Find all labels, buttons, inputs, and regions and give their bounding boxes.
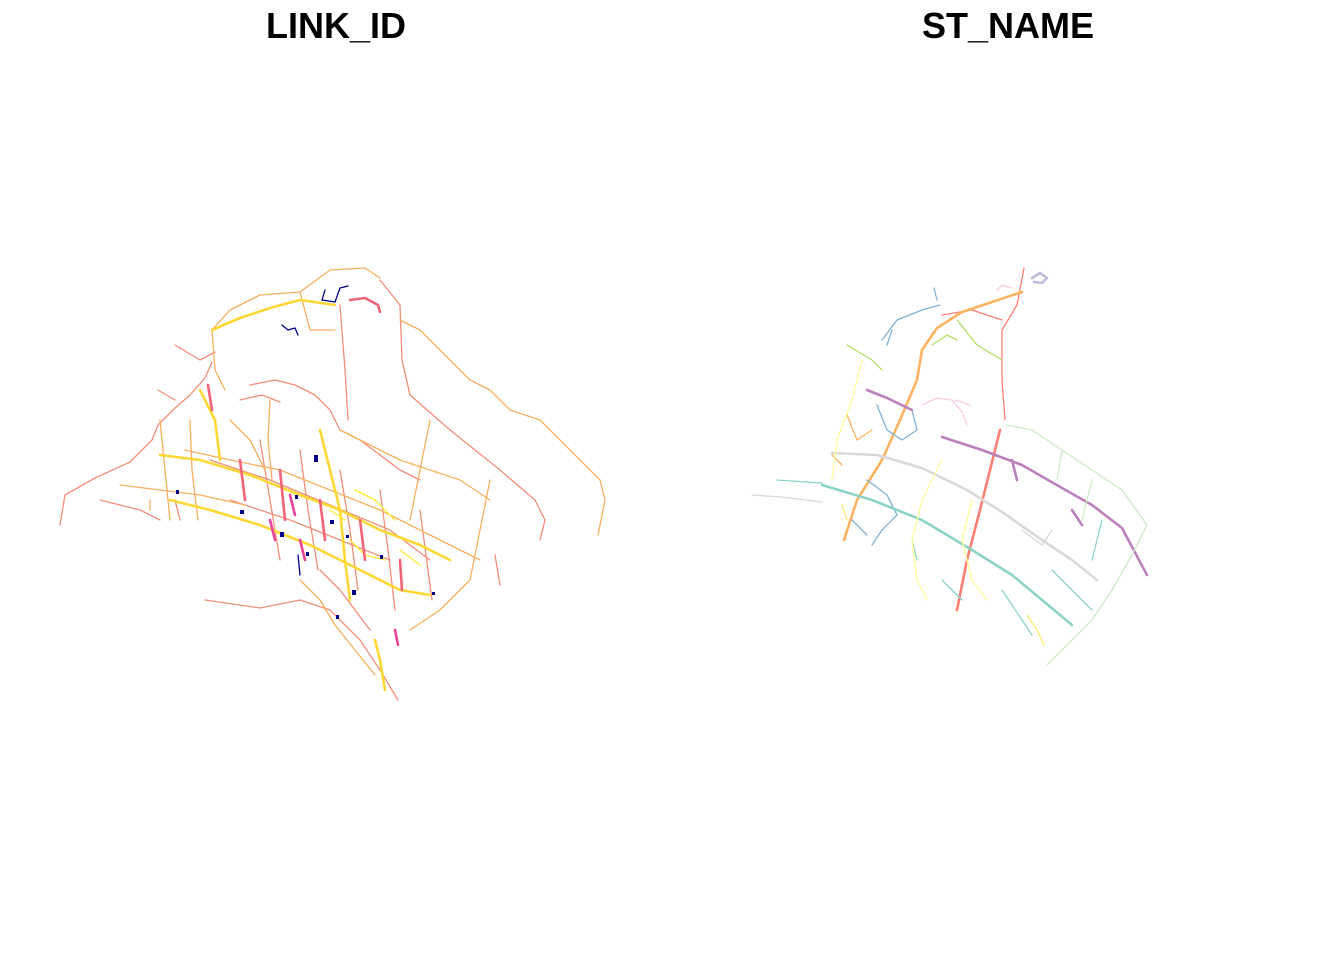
st-name-teal-branches (776, 479, 1103, 636)
st-name-map (751, 267, 1149, 666)
st-name-green-roads (846, 319, 1003, 371)
link-id-title: LINK_ID (265, 5, 406, 46)
st-name-blue-roads (851, 287, 941, 546)
link-id-magenta-segments (268, 493, 400, 647)
st-name-yellow-roads (831, 359, 988, 601)
st-name-panel: ST_NAME (672, 0, 1344, 960)
link-id-arterial-roads (119, 267, 606, 676)
st-name-grey-roads (830, 451, 1099, 582)
st-name-teal-roads (820, 483, 1074, 627)
st-name-title: ST_NAME (921, 5, 1095, 46)
link-id-navy-segments (281, 285, 349, 576)
st-name-lavender-roads (1030, 271, 1049, 285)
st-name-gold-roads (841, 504, 1045, 646)
st-name-orange-branches (831, 414, 873, 466)
st-name-coral-roads (941, 267, 1025, 421)
link-id-outer-roads (59, 279, 546, 701)
st-name-mint-roads (1006, 424, 1148, 666)
st-name-grey-branches (751, 494, 1053, 546)
link-id-navy-marks (176, 455, 435, 619)
link-id-panel: LINK_ID (59, 5, 606, 701)
link-id-bright-segments (329, 489, 421, 566)
st-name-purple-roads (865, 388, 1149, 577)
link-id-map (59, 267, 606, 701)
st-name-orange-road (842, 290, 1024, 542)
st-name-pink-roads (921, 284, 1013, 426)
link-id-red-segments (206, 296, 404, 592)
st-name-coral-main (955, 428, 1002, 612)
